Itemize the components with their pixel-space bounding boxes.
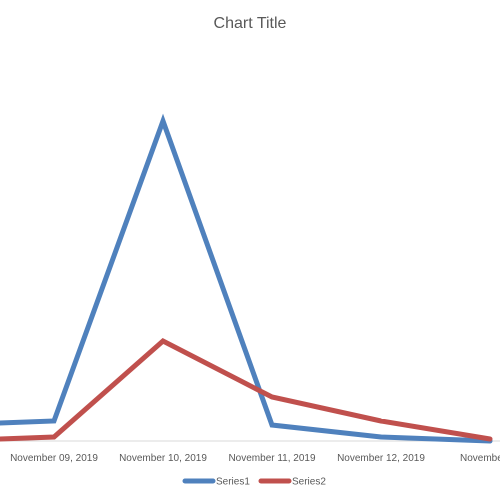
legend-label-series1: Series1: [216, 477, 250, 488]
legend-label-series2: Series2: [292, 477, 326, 488]
x-tick-label: November 09, 2019: [10, 453, 98, 464]
series-line-series1: [0, 113, 493, 444]
series-line-series2: [0, 337, 493, 442]
x-tick-label: November 10, 2019: [119, 453, 207, 464]
x-tick-label: November 11, 2019: [228, 453, 316, 464]
x-tick-labels: November 09, 2019 November 10, 2019 Novemb…: [10, 453, 500, 464]
legend: Series1 Series2: [182, 477, 326, 488]
x-tick-label: November 12, 2019: [337, 453, 425, 464]
chart-title: Chart Title: [214, 15, 287, 32]
x-tick-label: November 13: [460, 453, 500, 464]
series-lines: [0, 113, 493, 444]
